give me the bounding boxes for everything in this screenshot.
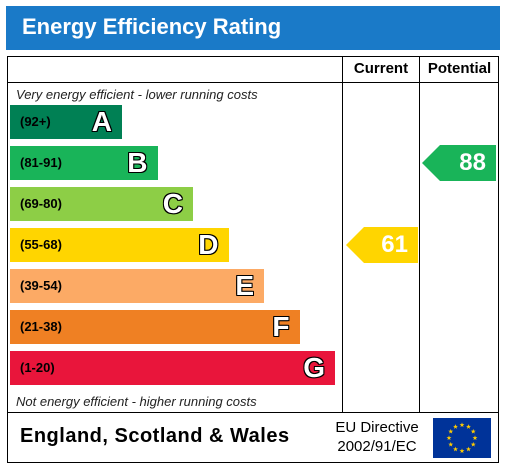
band-range: (92+) [20, 114, 51, 129]
potential-rating-arrow-value: 88 [459, 149, 486, 176]
band-letter: F [272, 311, 290, 342]
band-c: (69-80) C [10, 187, 193, 221]
band-range: (21-38) [20, 319, 62, 334]
potential-rating-arrow-shape [422, 145, 496, 181]
band-letter: C [162, 188, 183, 219]
eu-star-icon [459, 422, 465, 428]
band-letter: A [91, 106, 112, 137]
eu-star-icon [453, 446, 458, 452]
band-f: (21-38) F [10, 310, 300, 344]
note-bottom: Not energy efficient - higher running co… [16, 394, 257, 409]
band-letter: D [198, 229, 219, 260]
band-b: (81-91) B [10, 146, 158, 180]
note-top: Very energy efficient - lower running co… [16, 87, 258, 102]
eu-star-icon [466, 446, 471, 452]
potential-rating-arrow: 88 [422, 145, 496, 181]
eu-directive-line1: EU Directive [335, 419, 419, 436]
eu-star-icon [448, 428, 454, 434]
eu-star-icon [470, 441, 476, 447]
band-a: (92+) A [10, 105, 122, 139]
header-banner: Energy Efficiency Rating [6, 6, 500, 50]
eu-star-icon [459, 448, 465, 454]
header-row-divider [7, 82, 499, 83]
column-header-current: Current [353, 60, 409, 77]
eu-star-icon [466, 424, 471, 429]
page-title: Energy Efficiency Rating [22, 14, 282, 39]
band-d: (55-68) D [10, 228, 229, 262]
band-g: (1-20) G [10, 351, 335, 385]
eu-star-icon [446, 435, 452, 441]
band-e: (39-54) E [10, 269, 264, 303]
footer-region: England, Scotland & Wales [20, 425, 290, 447]
band-range: (55-68) [20, 237, 62, 252]
eu-star-icon [472, 435, 478, 441]
eu-flag-icon [433, 418, 491, 458]
current-rating-arrow-value: 61 [381, 231, 408, 258]
divider-potential [419, 56, 420, 412]
band-letter: G [303, 352, 325, 383]
eu-star-icon [448, 441, 454, 447]
eu-star-icon [470, 428, 476, 434]
eu-star-icon [453, 424, 458, 429]
current-rating-arrow-shape [346, 227, 418, 263]
eu-directive-line2: 2002/91/EC [337, 438, 417, 455]
eu-directive: EU Directive 2002/91/EC [325, 418, 429, 456]
band-letter: B [127, 147, 148, 178]
band-range: (1-20) [20, 360, 55, 375]
column-header-potential: Potential [427, 60, 492, 77]
band-range: (39-54) [20, 278, 62, 293]
band-letter: E [235, 270, 254, 301]
divider-current [342, 56, 343, 412]
current-rating-arrow: 61 [346, 227, 418, 263]
band-range: (81-91) [20, 155, 62, 170]
band-range: (69-80) [20, 196, 62, 211]
footer-divider [7, 412, 499, 413]
rating-frame [7, 56, 499, 463]
